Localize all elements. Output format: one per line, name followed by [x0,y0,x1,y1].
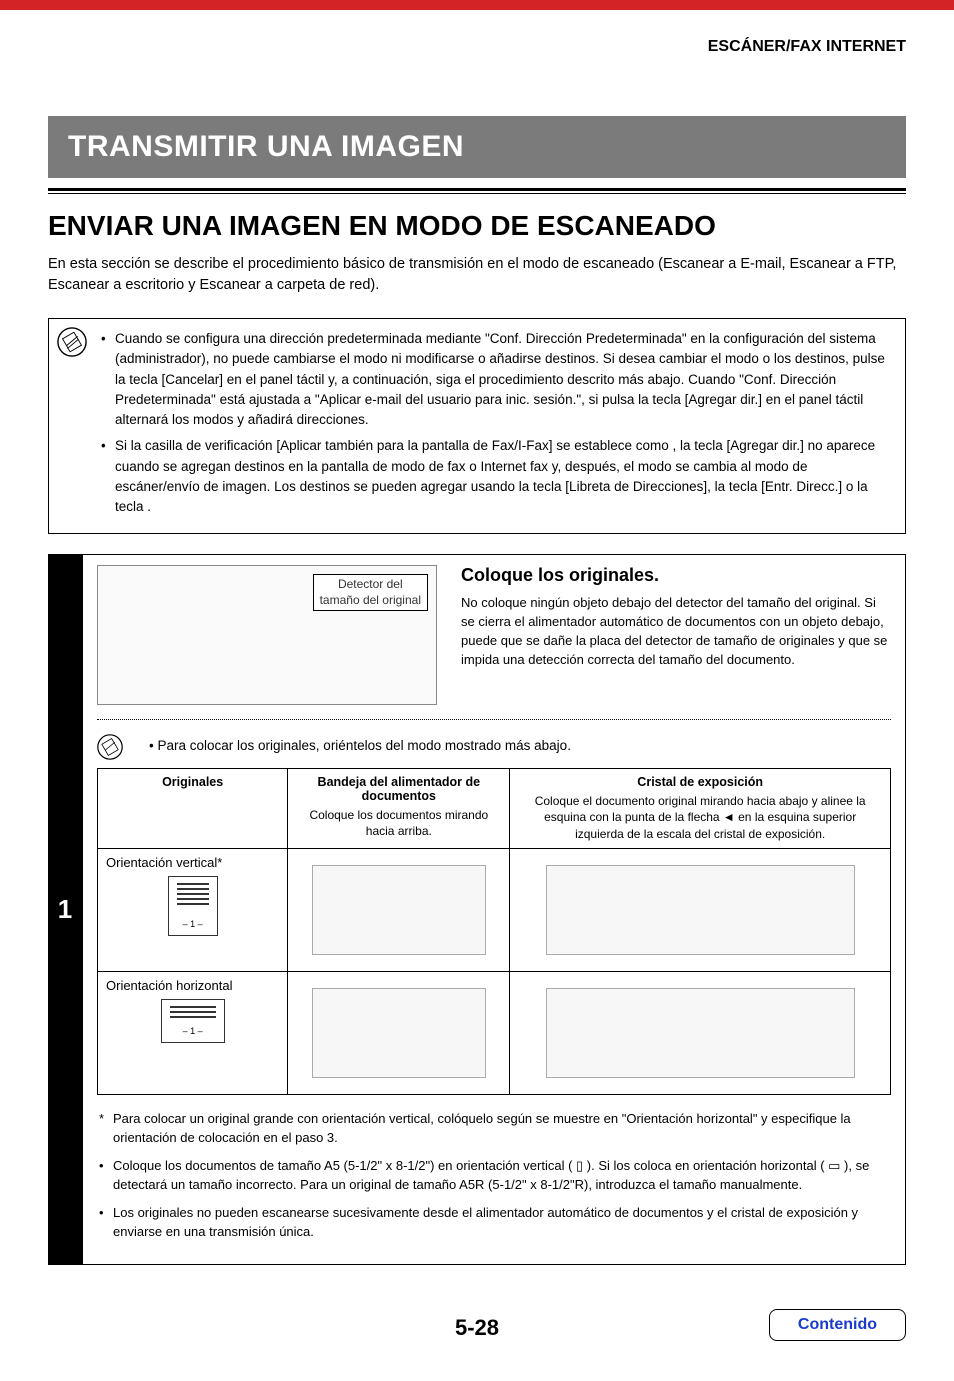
sub-note: • Para colocar los originales, oriéntelo… [97,734,891,760]
step-heading: Coloque los originales. [461,565,891,586]
figure-label-line2: tamaño del original [320,593,421,607]
step-number: 1 [48,554,82,1265]
note-box: Cuando se configura una dirección predet… [48,318,906,534]
step-body: Detector del tamaño del original Coloque… [82,554,906,1265]
sub-note-text: • Para colocar los originales, oriéntelo… [137,738,571,753]
page-title-banner: TRANSMITIR UNA IMAGEN [48,116,906,178]
scanner-figure: Detector del tamaño del original [97,565,437,705]
glass-figure [546,988,855,1078]
page-mark: – 1 – [170,1026,216,1036]
orientation-table: Originales Bandeja del alimentador de do… [97,768,891,1095]
th-sub: Coloque el documento original mirando ha… [518,793,882,842]
feeder-figure [312,988,486,1078]
glass-figure [546,865,855,955]
table-row: Orientación horizontal – 1 – [98,971,891,1094]
table-header-originals: Originales [98,769,288,849]
pencil-note-icon [97,734,123,760]
note-item: Si la casilla de verificación [Aplicar t… [101,436,891,517]
table-row: Orientación vertical* – 1 – [98,848,891,971]
section-heading: ENVIAR UNA IMAGEN EN MODO DE ESCANEADO [48,210,906,242]
footnotes: Para colocar un original grande con orie… [97,1109,891,1242]
step-text: No coloque ningún objeto debajo del dete… [461,594,891,669]
page-horizontal-icon: – 1 – [161,999,225,1043]
step-1: 1 Detector del tamaño del original Coloq… [48,554,906,1265]
row-label: Orientación horizontal [106,978,279,993]
page-number: 5-28 [455,1315,499,1341]
page-footer: 5-28 Contenido [48,1305,906,1351]
feeder-figure [312,865,486,955]
pencil-note-icon [57,327,87,357]
footnote-item: Los originales no pueden escanearse suce… [97,1203,891,1242]
footnote-item: Coloque los documentos de tamaño A5 (5-1… [97,1156,891,1195]
th-sub: Coloque los documentos mirando hacia arr… [296,807,501,839]
dotted-separator [97,719,891,720]
title-rule [48,188,906,194]
note-item: Cuando se configura una dirección predet… [101,329,891,430]
page-body: ESCÁNER/FAX INTERNET TRANSMITIR UNA IMAG… [0,38,954,1381]
contents-button[interactable]: Contenido [769,1309,906,1341]
top-red-bar [0,0,954,10]
page-mark: – 1 – [177,919,209,929]
figure-callout: Detector del tamaño del original [313,574,428,611]
th-title: Bandeja del alimentador de documentos [318,775,481,803]
th-title: Originales [162,775,223,789]
breadcrumb: ESCÁNER/FAX INTERNET [48,38,906,56]
page-vertical-icon: – 1 – [168,876,218,936]
footnote-item: Para colocar un original grande con orie… [97,1109,891,1148]
row-label: Orientación vertical* [106,855,279,870]
intro-paragraph: En esta sección se describe el procedimi… [48,254,906,296]
th-title: Cristal de exposición [637,775,763,789]
table-header-glass: Cristal de exposición Coloque el documen… [510,769,891,849]
table-header-feeder: Bandeja del alimentador de documentos Co… [288,769,510,849]
figure-label-line1: Detector del [338,577,403,591]
